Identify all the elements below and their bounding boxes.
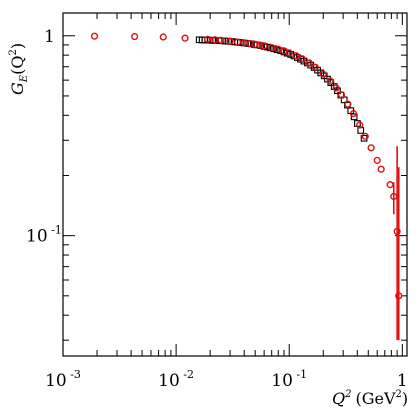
data-point-circle bbox=[326, 77, 334, 85]
x-tick-label: 10 -2 bbox=[158, 368, 194, 391]
data-point-square bbox=[357, 127, 365, 134]
data-point-circle bbox=[159, 33, 167, 41]
y-axis-arg-open: (Q bbox=[8, 56, 27, 75]
data-point-circle bbox=[373, 156, 381, 164]
x-axis-label-main: Q bbox=[332, 389, 345, 408]
x-tick-label: 10 -3 bbox=[45, 368, 81, 391]
x-tick-label-exp: -2 bbox=[180, 368, 194, 381]
x-axis-unit-close: ) bbox=[402, 389, 408, 408]
y-tick-label: 10 -1 bbox=[26, 224, 62, 247]
data-point-circle bbox=[337, 91, 346, 99]
y-axis-arg-sup: 2 bbox=[8, 49, 19, 55]
tick-labels: 10 -3 10 -2 10 -1 110 -11 bbox=[26, 27, 408, 391]
data-point-circle bbox=[344, 100, 352, 108]
y-axis-label-main: G bbox=[8, 82, 27, 95]
data-point-circle bbox=[332, 84, 340, 92]
data-point-circle bbox=[349, 109, 358, 118]
x-tick-label-base: 10 bbox=[271, 371, 293, 391]
x-tick-label-exp: -3 bbox=[67, 368, 81, 381]
y-tick-label: 1 bbox=[44, 27, 55, 47]
data-marks bbox=[90, 32, 403, 341]
data-point-circle bbox=[285, 49, 293, 57]
data-point-circle bbox=[260, 42, 268, 50]
data-point-circle bbox=[240, 39, 248, 47]
y-tick-label-exp: -1 bbox=[48, 224, 62, 237]
y-axis-arg-close: ) bbox=[8, 43, 27, 49]
x-tick-label: 1 bbox=[397, 371, 408, 391]
data-point-circle bbox=[393, 227, 401, 236]
data-point-circle bbox=[204, 35, 212, 43]
data-point-circle bbox=[367, 144, 375, 152]
x-tick-label-base: 10 bbox=[45, 371, 67, 391]
data-point-circle bbox=[90, 32, 99, 40]
data-point-circle bbox=[268, 43, 276, 52]
data-point-circle bbox=[131, 32, 139, 41]
data-point-circle bbox=[356, 121, 364, 129]
data-point-circle bbox=[361, 132, 369, 140]
data-point-circle bbox=[292, 52, 300, 60]
plot-frame bbox=[62, 12, 408, 357]
data-point-circle bbox=[395, 292, 403, 300]
data-point-circle bbox=[256, 41, 264, 49]
data-point-circle bbox=[181, 34, 189, 42]
x-axis-label-sup: 2 bbox=[344, 389, 351, 400]
x-tick-label: 10 -1 bbox=[271, 368, 307, 391]
data-point-circle bbox=[251, 40, 259, 48]
x-axis-label: Q2 (GeV2) bbox=[332, 389, 408, 408]
data-point-square bbox=[350, 113, 358, 121]
data-point-circle bbox=[217, 36, 225, 44]
x-tick-label-exp: -1 bbox=[293, 368, 307, 381]
y-tick-label-base: 1 bbox=[44, 27, 55, 47]
y-axis-label: GE(Q2) bbox=[8, 43, 30, 95]
x-tick-label-base: 1 bbox=[397, 371, 408, 391]
data-point-circle bbox=[319, 70, 327, 78]
y-tick-label-base: 10 bbox=[26, 227, 48, 247]
data-point-circle bbox=[234, 38, 242, 46]
y-axis-label-sub: E bbox=[19, 74, 30, 83]
data-point-circle bbox=[305, 59, 313, 67]
data-point-circle bbox=[226, 37, 234, 45]
x-axis-unit-open: (GeV bbox=[356, 389, 396, 408]
axis-ticks bbox=[62, 13, 407, 356]
data-point-circle bbox=[311, 63, 319, 71]
data-point-circle bbox=[386, 181, 394, 189]
x-axis-unit-sup: 2 bbox=[396, 389, 402, 400]
data-point-circle bbox=[377, 165, 385, 173]
x-tick-label-base: 10 bbox=[158, 371, 180, 391]
data-point-circle bbox=[298, 55, 306, 63]
